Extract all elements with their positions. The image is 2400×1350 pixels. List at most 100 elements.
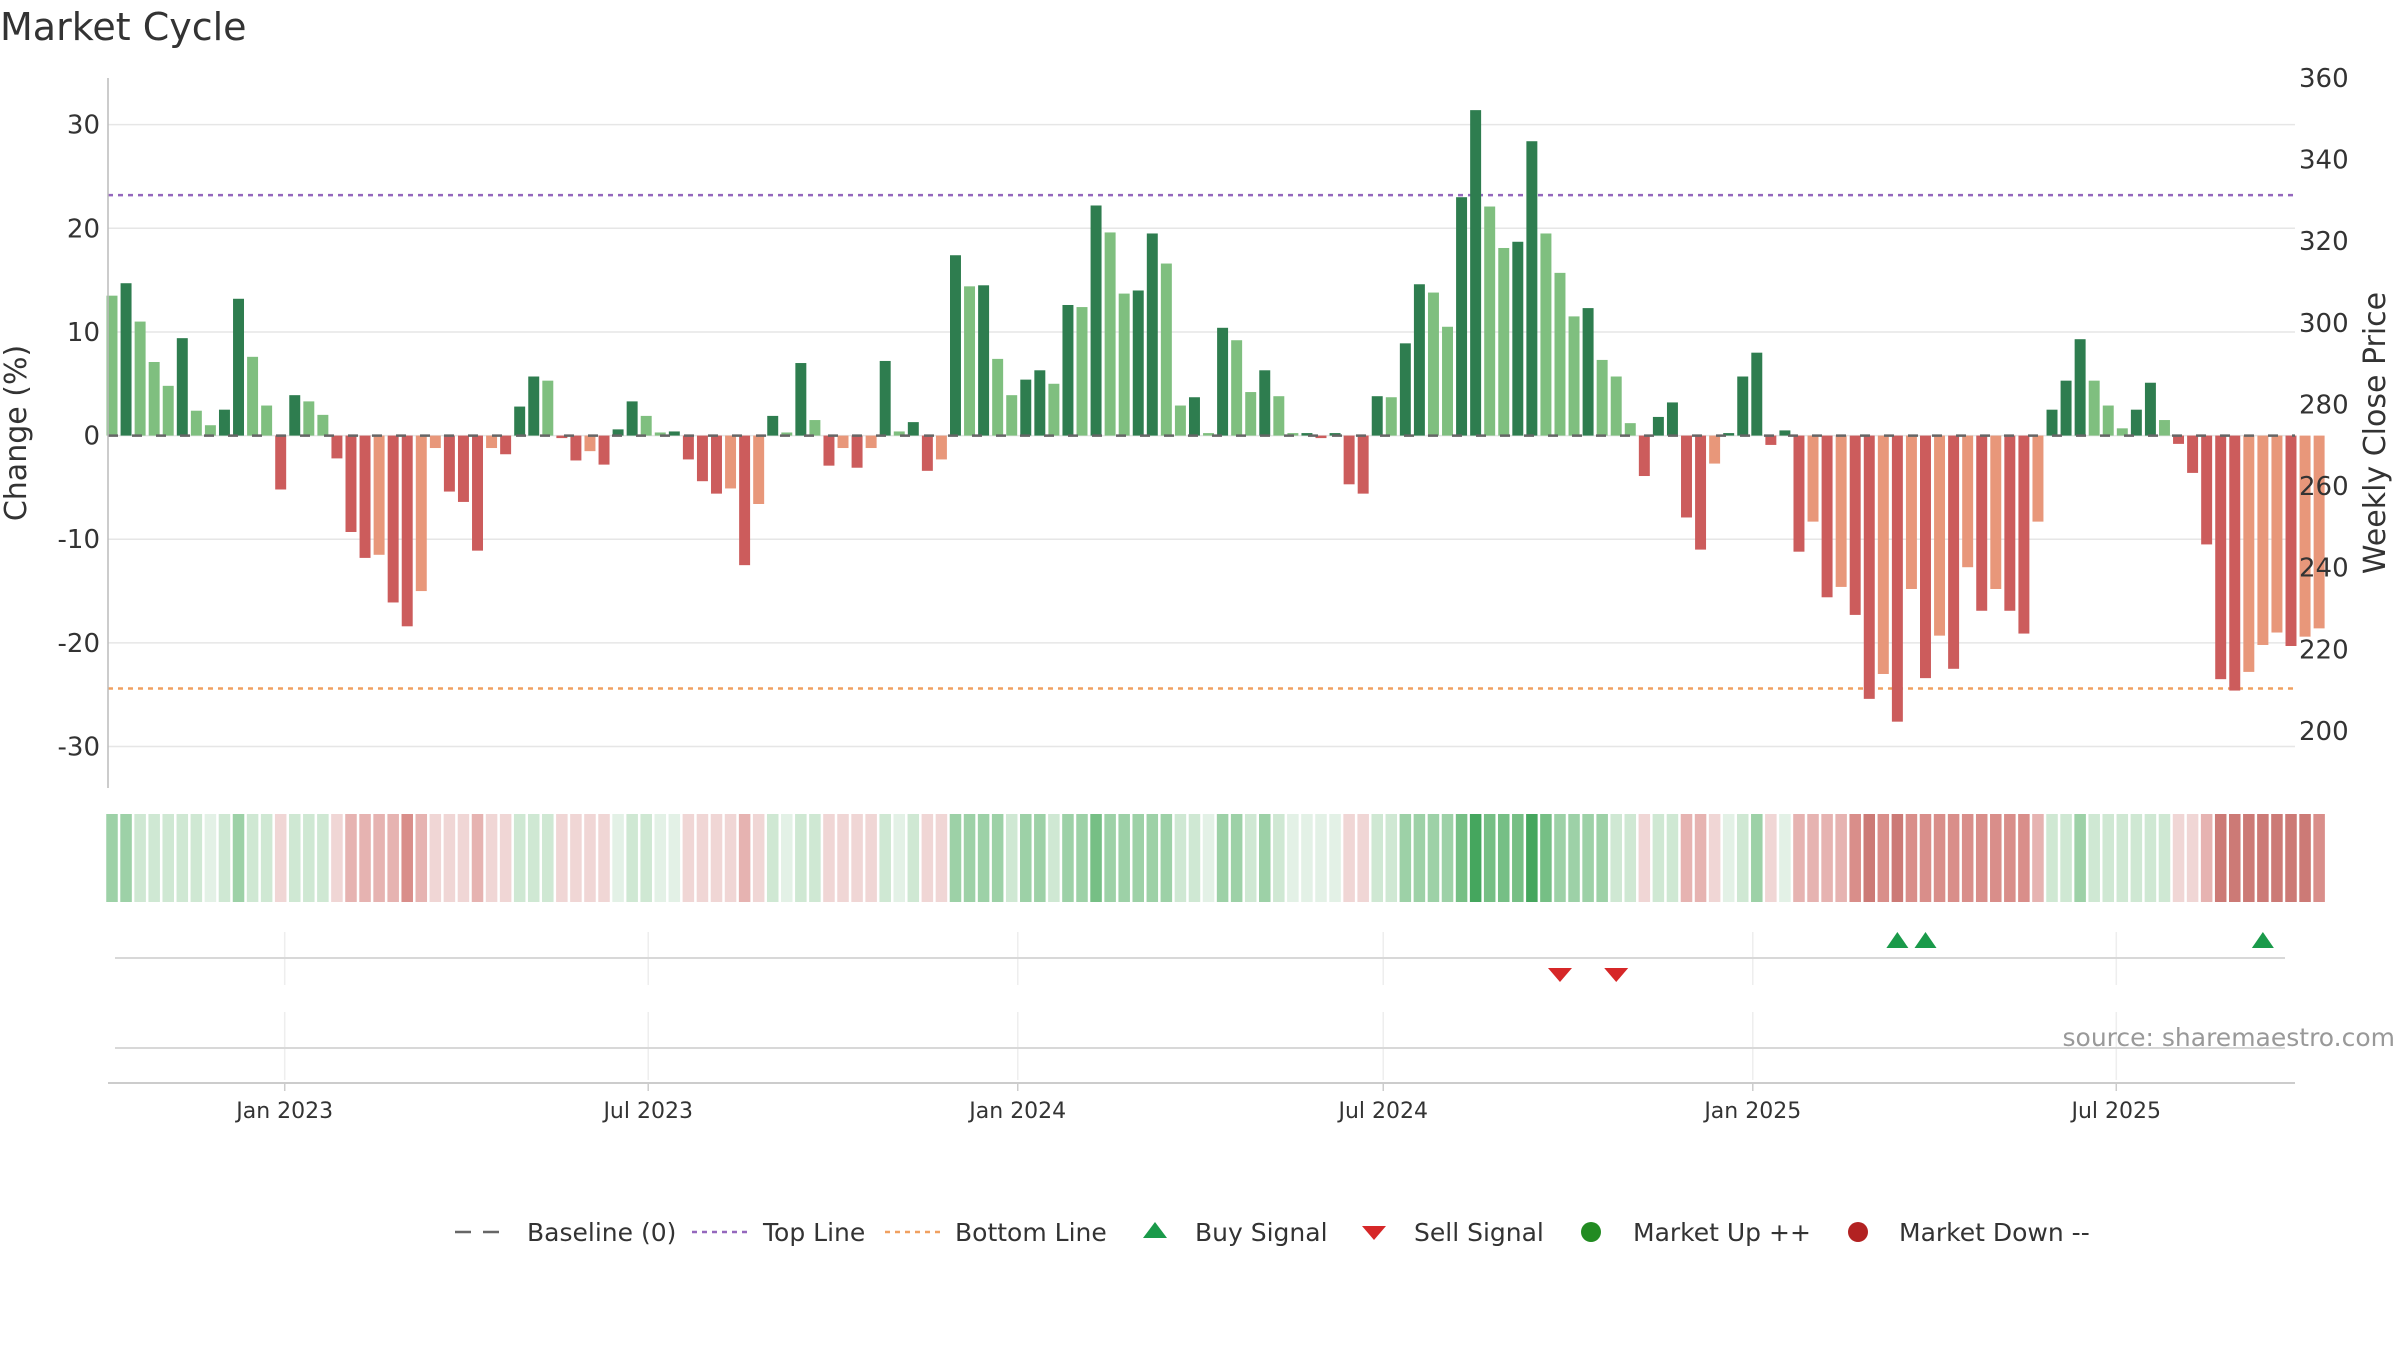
bar — [415, 435, 427, 592]
bar — [921, 435, 933, 471]
bar — [176, 338, 188, 436]
bar — [1723, 433, 1735, 436]
bar — [851, 435, 863, 468]
strip-cell — [2172, 814, 2185, 902]
bar — [359, 435, 371, 558]
strip-cell — [598, 814, 610, 902]
y2-tick-label: 220 — [2299, 635, 2349, 665]
bar — [640, 415, 652, 436]
bar — [1160, 263, 1172, 436]
y-tick-label: -10 — [58, 525, 100, 555]
bar — [2229, 435, 2241, 691]
bar — [2116, 428, 2128, 436]
bar — [261, 405, 273, 436]
bar — [1357, 435, 1369, 494]
x-tick-label: Jan 2025 — [1702, 1099, 1801, 1124]
chart-title: Market Cycle — [0, 5, 247, 49]
strip-cell — [2186, 814, 2199, 902]
bar — [528, 376, 540, 436]
bar — [1526, 141, 1538, 436]
strip-cell — [668, 814, 681, 902]
bar — [1554, 272, 1566, 436]
bar — [1934, 435, 1946, 636]
bar — [1849, 435, 1861, 615]
strip-cell — [2229, 814, 2241, 902]
strip-cell — [2200, 814, 2213, 902]
bar — [767, 415, 779, 436]
strip-cell — [1961, 814, 1974, 902]
strip-cell — [1244, 814, 1257, 902]
legend-item: Market Down -- — [1848, 1218, 2090, 1247]
bar — [275, 435, 287, 490]
strip-cell — [415, 814, 428, 902]
x-tick-label: Jan 2024 — [967, 1099, 1066, 1124]
legend-label: Bottom Line — [955, 1218, 1107, 1247]
bar — [1512, 241, 1524, 436]
bar — [1399, 343, 1411, 436]
bar — [162, 385, 174, 436]
strip-cell — [935, 814, 948, 902]
strip-cell — [1694, 814, 1707, 902]
strip-cell — [2214, 814, 2227, 902]
strip-cell — [204, 814, 217, 902]
strip-cell — [1554, 814, 1566, 902]
y2-tick-label: 340 — [2299, 146, 2349, 176]
bar — [233, 298, 245, 436]
strip-cell — [232, 814, 245, 902]
strip-cell — [2004, 814, 2016, 902]
bar — [2285, 435, 2297, 646]
strip-cell — [1258, 814, 1271, 902]
strip-cell — [1427, 814, 1440, 902]
x-tick-label: Jul 2024 — [1336, 1099, 1428, 1124]
bar — [429, 435, 441, 449]
bar — [1470, 110, 1482, 436]
strip-cell — [879, 814, 891, 902]
strip-cell — [1385, 814, 1398, 902]
strip-cell — [471, 814, 484, 902]
bar — [190, 410, 202, 436]
bar — [2173, 435, 2185, 444]
strip-cell — [542, 814, 554, 902]
strip-cell — [1793, 814, 1805, 902]
strip-cell — [176, 814, 189, 902]
sell-signal-marker — [1547, 968, 1572, 982]
strip-cell — [1849, 814, 1861, 902]
bar — [2187, 435, 2199, 473]
strip-cell — [1090, 814, 1102, 902]
strip-cell — [1469, 814, 1482, 902]
strip-cell — [457, 814, 470, 902]
bar — [1048, 383, 1060, 436]
bar — [978, 285, 990, 436]
strip-cell — [2313, 814, 2325, 902]
strip-cell — [345, 814, 357, 902]
bar — [2018, 435, 2030, 634]
bar — [1568, 316, 1580, 436]
bar — [1976, 435, 1988, 611]
bar — [2158, 420, 2170, 436]
bar — [1610, 376, 1622, 436]
bar — [1203, 433, 1215, 436]
y-tick-label: 30 — [67, 111, 100, 141]
strip-cell — [921, 814, 934, 902]
axes: 30 20 10 0 -10 -20 -30 360 340 320 300 280 260 240 220… — [0, 64, 2393, 788]
strip-cell — [246, 814, 259, 902]
bar — [696, 435, 708, 482]
strip-cell — [1975, 814, 1988, 902]
bar — [2271, 435, 2283, 633]
bar — [1863, 435, 1875, 699]
bar — [2102, 405, 2114, 436]
bar — [2004, 435, 2016, 611]
bar — [1779, 430, 1791, 436]
strip-cell — [2102, 814, 2115, 902]
strip-cell — [162, 814, 174, 902]
bar — [1638, 435, 1650, 477]
legend-item: Buy Signal — [1143, 1218, 1328, 1247]
strip-cell — [1568, 814, 1580, 902]
strip-cell — [134, 814, 146, 902]
bar — [1076, 307, 1088, 436]
strip-cell — [2257, 814, 2269, 902]
strip-cell — [1582, 814, 1594, 902]
strip-cell — [2088, 814, 2100, 902]
strip-cell — [1371, 814, 1383, 902]
strip-cell — [724, 814, 737, 902]
